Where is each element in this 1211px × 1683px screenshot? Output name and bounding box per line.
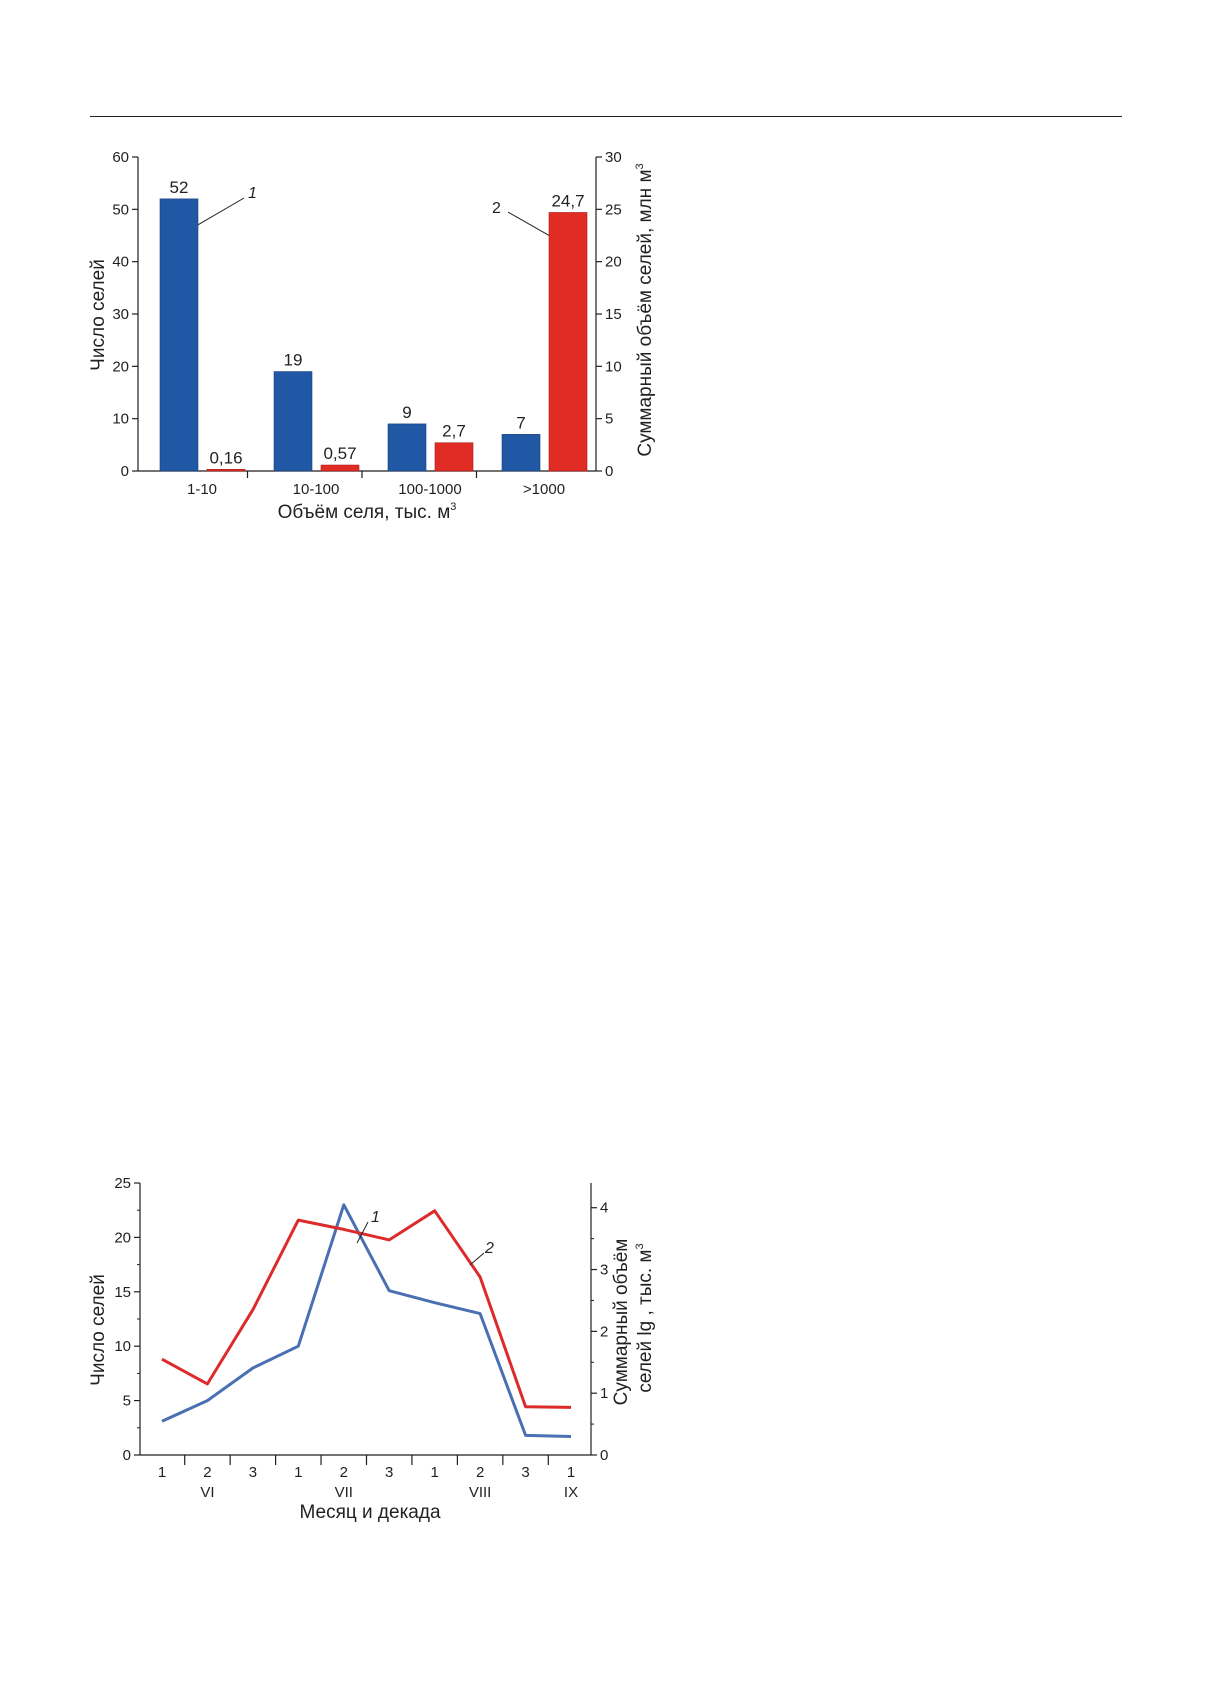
y-tick-label: 10 xyxy=(114,1338,131,1355)
series-2-label: 2 xyxy=(492,200,501,217)
y-tick-label: 50 xyxy=(112,201,129,218)
x-decade-label: 1 xyxy=(294,1464,302,1481)
x-decade-label: 3 xyxy=(521,1464,529,1481)
leader-line-series-1 xyxy=(197,197,245,226)
bar-series-1 xyxy=(387,423,427,472)
line-series-2 xyxy=(161,1209,572,1409)
y-tick-label: 0 xyxy=(121,463,129,480)
bar-series-1 xyxy=(273,371,313,472)
y-tick-label: 40 xyxy=(112,254,129,271)
y-tick-label: 20 xyxy=(114,1229,131,1246)
bar-series-2 xyxy=(320,464,360,472)
y-tick-label: 20 xyxy=(112,358,129,375)
y2-axis-title: Суммарный объём селей, млн м3 xyxy=(634,163,656,456)
x-month-label: IX xyxy=(564,1484,578,1501)
y-tick-label: 10 xyxy=(112,411,129,428)
bar-series-1 xyxy=(159,198,199,472)
data-label-series-1: 19 xyxy=(284,351,303,370)
x-category-label: >1000 xyxy=(523,481,565,498)
x-decade-label: 2 xyxy=(203,1464,211,1481)
data-label-series-1: 9 xyxy=(402,403,411,422)
y2-tick-label: 3 xyxy=(600,1262,608,1279)
y2-tick-label: 4 xyxy=(600,1200,608,1217)
y2-tick-label: 0 xyxy=(600,1447,608,1464)
y-tick-label: 60 xyxy=(112,149,129,166)
x-axis-title: Месяц и декада xyxy=(299,1502,440,1523)
y2-tick-label: 0 xyxy=(605,463,613,480)
x-axis-title: Объём селя, тыс. м3 xyxy=(278,501,457,523)
y2-tick-label: 2 xyxy=(600,1323,608,1340)
x-category-label: 10-100 xyxy=(293,481,340,498)
y-tick-label: 15 xyxy=(114,1284,131,1301)
y-tick-label: 30 xyxy=(112,306,129,323)
x-month-label: VII xyxy=(335,1484,353,1501)
y2-tick-label: 30 xyxy=(605,149,622,166)
y2-tick-label: 10 xyxy=(605,358,622,375)
y-tick-label: 25 xyxy=(114,1175,131,1192)
x-decade-label: 1 xyxy=(430,1464,438,1481)
header-rule xyxy=(90,116,1122,117)
x-month-label: VI xyxy=(200,1484,214,1501)
y-tick-label: 5 xyxy=(123,1393,131,1410)
y-tick-label: 0 xyxy=(123,1447,131,1464)
x-decade-label: 2 xyxy=(340,1464,348,1481)
data-label-series-2: 2,7 xyxy=(442,422,466,441)
line-series-1 xyxy=(161,1203,572,1438)
y2-tick-label: 25 xyxy=(605,201,622,218)
y2-axis-title-line1: Суммарный объём xyxy=(611,1239,632,1406)
y-axis-title: Число селей xyxy=(88,259,109,371)
x-decade-label: 3 xyxy=(249,1464,257,1481)
x-month-label: VIII xyxy=(469,1484,492,1501)
data-label-series-2: 24,7 xyxy=(551,191,584,210)
x-decade-label: 3 xyxy=(385,1464,393,1481)
series-1-label: 1 xyxy=(371,1209,380,1226)
leader-line-series-1 xyxy=(356,1221,369,1244)
x-decade-label: 1 xyxy=(567,1464,575,1481)
data-label-series-2: 0,57 xyxy=(323,444,356,463)
bar-series-1 xyxy=(501,434,541,472)
data-label-series-2: 0,16 xyxy=(209,448,242,467)
x-category-label: 100-1000 xyxy=(398,481,461,498)
bar-series-2 xyxy=(548,212,588,472)
y2-tick-label: 5 xyxy=(605,411,613,428)
series-2-label: 2 xyxy=(484,1240,494,1257)
data-label-series-1: 52 xyxy=(170,178,189,197)
bar-chart-volume-classes: 0102030405060051015202530520,161-10190,5… xyxy=(88,149,656,523)
y2-axis-title-line2: селей lg , тыс. м3 xyxy=(634,1243,656,1392)
series-1-label: 1 xyxy=(248,185,257,202)
y2-tick-label: 20 xyxy=(605,254,622,271)
bar-series-2 xyxy=(434,442,474,472)
leader-line-series-2 xyxy=(469,1252,485,1266)
y2-tick-label: 15 xyxy=(605,306,622,323)
y2-tick-label: 1 xyxy=(600,1385,608,1402)
x-decade-label: 2 xyxy=(476,1464,484,1481)
bar-series-2 xyxy=(206,469,246,472)
y-axis-title: Число селей xyxy=(88,1274,109,1386)
data-label-series-1: 7 xyxy=(516,413,525,432)
leader-line-series-2 xyxy=(507,211,550,236)
x-category-label: 1-10 xyxy=(187,481,217,498)
x-decade-label: 1 xyxy=(158,1464,166,1481)
